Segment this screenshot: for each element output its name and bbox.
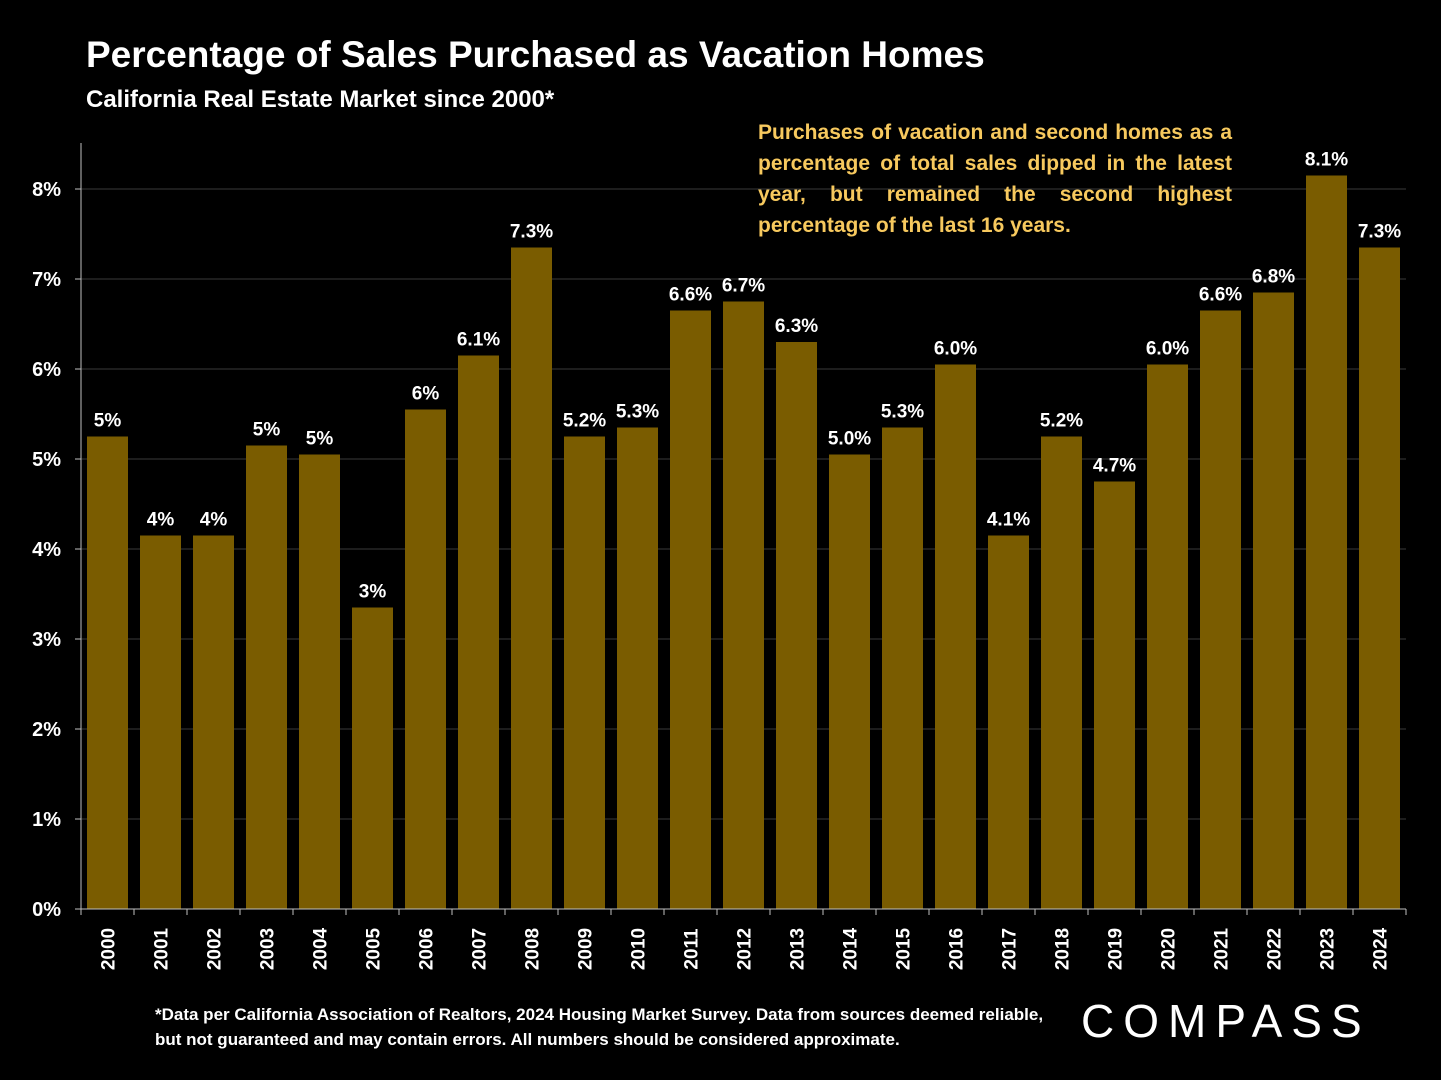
y-tick-label: 3% bbox=[32, 629, 61, 651]
y-tick-label: 2% bbox=[32, 719, 61, 741]
data-label: 4% bbox=[147, 510, 175, 531]
bar bbox=[829, 454, 870, 909]
x-tick-label: 2003 bbox=[258, 928, 279, 970]
bar bbox=[87, 436, 128, 909]
data-label: 5% bbox=[253, 420, 281, 441]
x-tick-label: 2014 bbox=[841, 927, 862, 970]
y-tick-label: 8% bbox=[32, 179, 61, 201]
y-tick-label: 6% bbox=[32, 359, 61, 381]
bar bbox=[776, 342, 817, 909]
x-tick-label: 2012 bbox=[735, 928, 756, 970]
x-tick-label: 2023 bbox=[1318, 928, 1339, 970]
data-label: 5.2% bbox=[563, 411, 606, 432]
x-tick-label: 2004 bbox=[311, 927, 332, 970]
compass-logo: COMPASS bbox=[1081, 995, 1371, 1047]
bar-chart: 0% 1% 2% 3% 4% 5% 6% 7% 8% 5% 2000 4% 2001 4% 2002 5% 2… bbox=[32, 143, 1407, 971]
x-tick-label: 2005 bbox=[364, 927, 385, 970]
bar bbox=[617, 427, 658, 909]
bar bbox=[1041, 436, 1082, 909]
data-label: 6.6% bbox=[1199, 285, 1242, 306]
data-label: 6.7% bbox=[722, 276, 765, 297]
axes: 0% 1% 2% 3% 4% 5% 6% 7% 8% bbox=[32, 143, 1407, 921]
bar bbox=[458, 355, 499, 909]
x-tick-label: 2020 bbox=[1159, 928, 1180, 970]
data-label: 6.3% bbox=[775, 316, 818, 337]
x-tick-label: 2019 bbox=[1106, 928, 1127, 970]
bar bbox=[564, 436, 605, 909]
bar bbox=[299, 454, 340, 909]
chart-annotation: Purchases of vacation and second homes a… bbox=[758, 121, 1232, 237]
data-label: 3% bbox=[359, 582, 387, 603]
data-label: 5.2% bbox=[1040, 411, 1083, 432]
bar bbox=[352, 607, 393, 909]
data-label: 6.8% bbox=[1252, 267, 1295, 288]
bar bbox=[1253, 292, 1294, 909]
data-label: 6.0% bbox=[1146, 339, 1189, 360]
bar bbox=[1094, 481, 1135, 909]
data-label: 6.6% bbox=[669, 285, 712, 306]
data-label: 7.3% bbox=[1358, 222, 1401, 243]
x-tick-label: 2021 bbox=[1212, 927, 1233, 970]
data-label: 7.3% bbox=[510, 222, 553, 243]
bar bbox=[193, 535, 234, 909]
bar bbox=[246, 445, 287, 909]
data-label: 5% bbox=[94, 411, 122, 432]
bar bbox=[1359, 247, 1400, 909]
y-tick-label: 4% bbox=[32, 539, 61, 561]
data-label: 6.0% bbox=[934, 339, 977, 360]
x-tick-label: 2013 bbox=[788, 928, 809, 970]
data-label: 4.1% bbox=[987, 510, 1030, 531]
bar bbox=[511, 247, 552, 909]
x-tick-label: 2009 bbox=[576, 928, 597, 970]
bar bbox=[935, 364, 976, 909]
y-tick-label: 1% bbox=[32, 809, 61, 831]
chart-subtitle: California Real Estate Market since 2000… bbox=[86, 86, 555, 113]
y-tick-label: 7% bbox=[32, 269, 61, 291]
data-label: 4.7% bbox=[1093, 456, 1136, 477]
y-tick-label: 5% bbox=[32, 449, 61, 471]
y-tick-label: 0% bbox=[32, 899, 61, 921]
x-tick-label: 2002 bbox=[205, 928, 226, 970]
bar bbox=[1200, 310, 1241, 909]
bar bbox=[1306, 175, 1347, 909]
x-tick-label: 2016 bbox=[947, 928, 968, 970]
labels: 5% 2000 4% 2001 4% 2002 5% 2003 5% 2004 3% 2005 6% 20… bbox=[94, 150, 1401, 971]
footnote: *Data per California Association of Real… bbox=[155, 1005, 1044, 1049]
x-tick-label: 2001 bbox=[152, 927, 173, 970]
data-label: 5.0% bbox=[828, 429, 871, 450]
data-label: 6% bbox=[412, 384, 440, 405]
data-label: 4% bbox=[200, 510, 228, 531]
chart-title: Percentage of Sales Purchased as Vacatio… bbox=[86, 34, 985, 75]
bar bbox=[405, 409, 446, 909]
data-label: 8.1% bbox=[1305, 150, 1348, 171]
x-tick-label: 2008 bbox=[523, 928, 544, 970]
bar bbox=[670, 310, 711, 909]
x-tick-label: 2024 bbox=[1371, 927, 1392, 970]
x-tick-label: 2006 bbox=[417, 928, 438, 970]
bar bbox=[723, 301, 764, 909]
x-tick-label: 2010 bbox=[629, 928, 650, 970]
x-tick-label: 2018 bbox=[1053, 928, 1074, 970]
data-label: 5.3% bbox=[881, 402, 924, 423]
x-tick-label: 2007 bbox=[470, 928, 491, 970]
data-label: 5% bbox=[306, 429, 334, 450]
bar bbox=[140, 535, 181, 909]
bar bbox=[988, 535, 1029, 909]
data-label: 6.1% bbox=[457, 330, 500, 351]
x-tick-label: 2022 bbox=[1265, 928, 1286, 970]
x-tick-label: 2011 bbox=[682, 928, 703, 970]
bar bbox=[1147, 364, 1188, 909]
x-tick-label: 2000 bbox=[99, 928, 120, 970]
x-tick-label: 2015 bbox=[894, 927, 915, 970]
bar bbox=[882, 427, 923, 909]
bars bbox=[87, 175, 1400, 909]
data-label: 5.3% bbox=[616, 402, 659, 423]
x-tick-label: 2017 bbox=[1000, 928, 1021, 970]
